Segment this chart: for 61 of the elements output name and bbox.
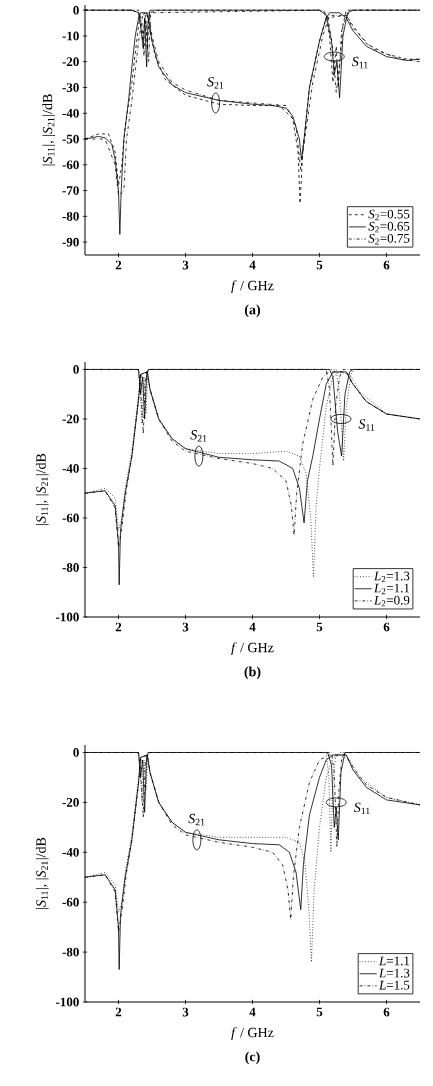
text: (a) xyxy=(244,304,261,318)
y-tick-label: 0 xyxy=(73,748,79,757)
x-tick-label: 2 xyxy=(115,260,122,270)
annotation: S$_{21}$ xyxy=(190,430,207,442)
x-tick-label: 2 xyxy=(115,622,122,632)
x-axis-title: f / GHz xyxy=(231,280,274,294)
legend-label: L=1.5 xyxy=(378,980,410,990)
y-tick-label: -10 xyxy=(62,31,79,41)
y-tick-label: -40 xyxy=(62,108,79,118)
x-tick-label: 5 xyxy=(316,260,323,270)
x-tick-label: 3 xyxy=(182,1007,189,1017)
legend-label: L$_{2}$=1.3 xyxy=(373,571,410,583)
y-tick-label: -60 xyxy=(62,897,79,907)
y-tick-label: -90 xyxy=(62,237,79,247)
legend-label: S$_{2}$=0.55 xyxy=(368,209,410,221)
legend-label: L$_{2}$=0.9 xyxy=(373,595,410,607)
y-tick-label: -60 xyxy=(62,513,79,523)
annotation: S$_{21}$ xyxy=(188,813,205,826)
y-axis-title: |S$_{11}$|, |S$_{21}$|/dB xyxy=(35,453,49,525)
x-axis-title: f / GHz xyxy=(231,642,274,656)
annotation: S$_{11}$ xyxy=(351,56,368,69)
y-tick-label: -20 xyxy=(62,798,79,807)
y-tick-label: -20 xyxy=(62,57,79,67)
x-tick-label: 3 xyxy=(182,622,189,632)
y-tick-label: 0 xyxy=(73,5,79,15)
x-tick-label: 6 xyxy=(383,1007,390,1017)
x-tick-label: 3 xyxy=(182,260,189,270)
y-tick-label: 0 xyxy=(73,365,79,374)
y-tick-label: -60 xyxy=(62,160,79,170)
legend-label: S$_{2}$=0.65 xyxy=(368,221,410,233)
x-tick-label: 5 xyxy=(316,622,323,632)
x-tick-label: 6 xyxy=(383,260,390,270)
y-tick-label: -40 xyxy=(62,464,79,473)
legend-label: L=1.1 xyxy=(378,956,410,966)
annotation: S$_{21}$ xyxy=(207,77,224,89)
x-tick-label: 4 xyxy=(249,1007,256,1017)
y-tick-label: -80 xyxy=(62,563,79,572)
y-axis-title: |S$_{11}$|, |S$_{21}$|/dB xyxy=(42,94,56,166)
x-tick-label: 4 xyxy=(249,260,256,270)
x-tick-label: 6 xyxy=(383,622,390,632)
y-tick-label: -20 xyxy=(62,414,79,424)
x-tick-label: 5 xyxy=(316,1007,323,1017)
x-tick-label: 4 xyxy=(249,622,256,632)
annotation: S$_{11}$ xyxy=(353,802,370,815)
y-tick-label: -40 xyxy=(62,847,79,857)
y-axis-title: |S$_{11}$|, |S$_{21}$|/dB xyxy=(35,837,49,909)
x-axis-title: f / GHz xyxy=(231,1027,274,1041)
y-tick-label: -80 xyxy=(62,211,79,221)
y-tick-label: -80 xyxy=(62,947,79,957)
y-tick-label: -100 xyxy=(55,612,79,622)
x-tick-label: 2 xyxy=(115,1007,122,1017)
text: (c) xyxy=(245,1051,260,1065)
annotation: S$_{11}$ xyxy=(358,419,375,431)
legend-label: L$_{2}$=1.1 xyxy=(373,583,410,595)
legend-label: L=1.3 xyxy=(378,968,410,978)
y-tick-label: -70 xyxy=(62,186,79,195)
y-tick-label: -100 xyxy=(55,997,79,1007)
y-tick-label: -30 xyxy=(62,83,79,92)
legend-label: S$_{2}$=0.75 xyxy=(368,233,410,245)
text: (b) xyxy=(244,666,261,680)
y-tick-label: -50 xyxy=(62,134,79,144)
